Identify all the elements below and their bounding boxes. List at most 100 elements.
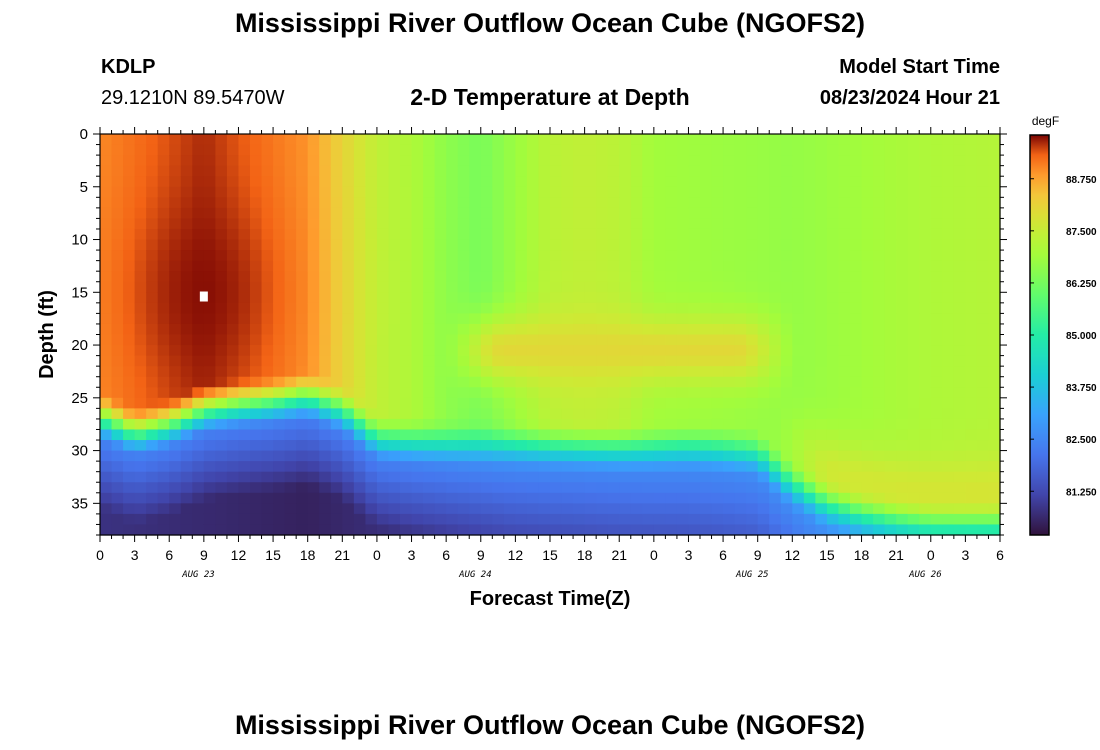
heatmap-cell: [700, 134, 713, 146]
heatmap-cell: [226, 250, 240, 262]
heatmap-cell: [376, 387, 390, 399]
heatmap-cell: [169, 366, 182, 378]
heatmap-cell: [480, 323, 493, 336]
heatmap-cell: [192, 503, 205, 515]
heatmap-cell: [688, 355, 701, 367]
heatmap-cell: [850, 524, 863, 536]
heatmap-cell: [400, 302, 413, 314]
heatmap-cell: [700, 524, 713, 536]
heatmap-cell: [388, 503, 401, 515]
heatmap-cell: [873, 134, 886, 146]
heatmap-cell: [261, 397, 274, 409]
heatmap-cell: [769, 418, 782, 431]
heatmap-cell: [307, 186, 320, 198]
heatmap-cell: [423, 228, 436, 241]
heatmap-cell: [665, 271, 678, 283]
heatmap-cell: [492, 197, 505, 209]
heatmap-cell: [723, 418, 736, 431]
heatmap-cell: [630, 429, 643, 441]
heatmap-cell: [376, 250, 390, 262]
heatmap-cell: [538, 250, 551, 262]
heatmap-cell: [907, 397, 920, 409]
heatmap-cell: [653, 345, 666, 357]
heatmap-cell: [896, 387, 909, 399]
heatmap-cell: [873, 524, 886, 536]
heatmap-cell: [976, 513, 990, 526]
heatmap-cell: [169, 228, 182, 241]
heatmap-cell: [134, 228, 147, 241]
heatmap-cell: [573, 239, 586, 251]
heatmap-cell: [342, 323, 355, 336]
heatmap-cell: [296, 387, 309, 399]
heatmap-cell: [203, 408, 216, 420]
heatmap-cell: [815, 239, 828, 251]
heatmap-cell: [550, 207, 563, 220]
heatmap-cell: [561, 524, 574, 536]
heatmap-cell: [826, 271, 840, 283]
heatmap-cell: [746, 260, 759, 272]
heatmap-cell: [792, 503, 805, 515]
heatmap-cell: [850, 186, 863, 198]
heatmap-cell: [296, 366, 309, 378]
heatmap-cell: [919, 471, 932, 483]
heatmap-cell: [503, 165, 516, 177]
heatmap-cell: [850, 418, 863, 431]
heatmap-cell: [965, 186, 978, 198]
heatmap-cell: [503, 207, 516, 220]
heatmap-cell: [734, 323, 747, 336]
heatmap-cell: [723, 207, 736, 220]
heatmap-cell: [296, 482, 309, 494]
heatmap-cell: [976, 134, 990, 146]
heatmap-cell: [769, 429, 782, 441]
heatmap-cell: [873, 418, 886, 431]
heatmap-cell: [769, 345, 782, 357]
heatmap-cell: [642, 461, 655, 473]
heatmap-cell: [400, 292, 413, 304]
heatmap-cell: [930, 260, 943, 272]
heatmap-cell: [157, 281, 170, 293]
heatmap-cell: [388, 186, 401, 198]
heatmap-cell: [930, 397, 943, 409]
heatmap-cell: [134, 239, 147, 251]
heatmap-cell: [180, 155, 193, 167]
heatmap-cell: [607, 186, 620, 198]
heatmap-cell: [930, 503, 943, 515]
heatmap-cell: [215, 440, 228, 452]
heatmap-cell: [492, 524, 505, 536]
heatmap-cell: [215, 260, 228, 272]
heatmap-cell: [353, 302, 366, 314]
heatmap-cell: [561, 176, 574, 188]
heatmap-cell: [850, 513, 863, 526]
heatmap-cell: [411, 218, 424, 230]
heatmap-cell: [526, 155, 540, 167]
heatmap-cell: [596, 155, 609, 167]
heatmap-cell: [434, 134, 447, 146]
heatmap-cell: [803, 334, 816, 346]
heatmap-cell: [676, 513, 690, 526]
heatmap-cell: [123, 397, 136, 409]
heatmap-cell: [400, 134, 413, 146]
heatmap-cell: [538, 387, 551, 399]
heatmap-cell: [469, 176, 482, 188]
heatmap-cell: [319, 176, 332, 188]
heatmap-cell: [815, 366, 828, 378]
heatmap-cell: [930, 155, 943, 167]
heatmap-cell: [365, 513, 378, 526]
heatmap-cell: [561, 450, 574, 462]
heatmap-cell: [250, 387, 263, 399]
heatmap-cell: [861, 250, 874, 262]
heatmap-cell: [273, 313, 286, 325]
heatmap-cell: [953, 176, 966, 188]
heatmap-cell: [642, 429, 655, 441]
heatmap-cell: [884, 323, 897, 336]
heatmap-cell: [873, 471, 886, 483]
heatmap-cell: [815, 281, 828, 293]
heatmap-cell: [711, 134, 724, 146]
heatmap-cell: [873, 197, 886, 209]
heatmap-cell: [100, 271, 113, 283]
heatmap-cell: [180, 134, 193, 146]
heatmap-cell: [550, 281, 563, 293]
heatmap-cell: [238, 418, 251, 431]
heatmap-cell: [792, 471, 805, 483]
heatmap-cell: [192, 513, 205, 526]
